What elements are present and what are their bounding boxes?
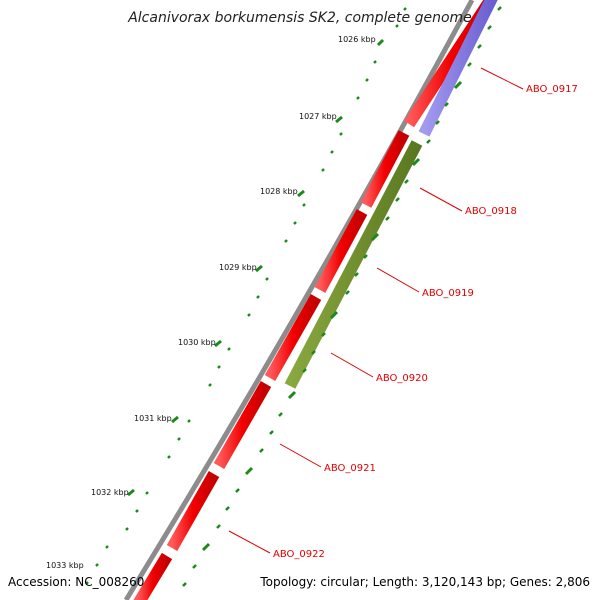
kbp-label-1031: 1031 kbp <box>134 414 172 423</box>
map-title: Alcanivorax borkumensis SK2, complete ge… <box>127 10 472 26</box>
inner-tick-trail <box>182 6 502 587</box>
cds-abo-0919 <box>314 209 368 293</box>
accession-label: Accession: NC_008260 <box>8 575 144 589</box>
gene-label-abo-0922[interactable]: ABO_0922 <box>273 549 325 560</box>
forward-strand-track <box>133 0 498 600</box>
gene-label-abo-0918[interactable]: ABO_0918 <box>465 206 517 217</box>
genome-backbone <box>123 0 475 600</box>
gene-labels: ABO_0917 ABO_0918 ABO_0919 ABO_0920 ABO_… <box>273 84 578 560</box>
gene-label-abo-0919[interactable]: ABO_0919 <box>422 288 474 299</box>
kbp-label-1026: 1026 kbp <box>338 35 376 44</box>
gene-leader-lines <box>228 67 524 554</box>
kbp-label-1028: 1028 kbp <box>260 187 298 196</box>
cds-reverse-olive <box>284 140 423 389</box>
kbp-labels: 1026 kbp 1027 kbp 1028 kbp 1029 kbp 1030… <box>46 35 376 570</box>
cds-abo-0922 <box>166 471 220 551</box>
cds-next <box>133 552 173 600</box>
cds-abo-0920 <box>264 294 322 381</box>
cds-abo-0918 <box>360 130 410 208</box>
genome-summary: Topology: circular; Length: 3,120,143 bp… <box>259 575 590 589</box>
kbp-label-1032: 1032 kbp <box>91 488 129 497</box>
kbp-scale-ticks <box>85 7 407 585</box>
cds-abo-0921 <box>213 381 272 469</box>
cds-reverse-blue <box>418 0 498 137</box>
gene-label-abo-0921[interactable]: ABO_0921 <box>324 463 376 474</box>
kbp-label-1030: 1030 kbp <box>178 338 216 347</box>
reverse-strand-track <box>284 0 498 389</box>
kbp-label-1027: 1027 kbp <box>299 112 337 121</box>
gene-label-abo-0920[interactable]: ABO_0920 <box>376 373 428 384</box>
kbp-label-1029: 1029 kbp <box>219 263 257 272</box>
gene-label-abo-0917[interactable]: ABO_0917 <box>526 84 578 95</box>
kbp-label-1033: 1033 kbp <box>46 561 84 570</box>
